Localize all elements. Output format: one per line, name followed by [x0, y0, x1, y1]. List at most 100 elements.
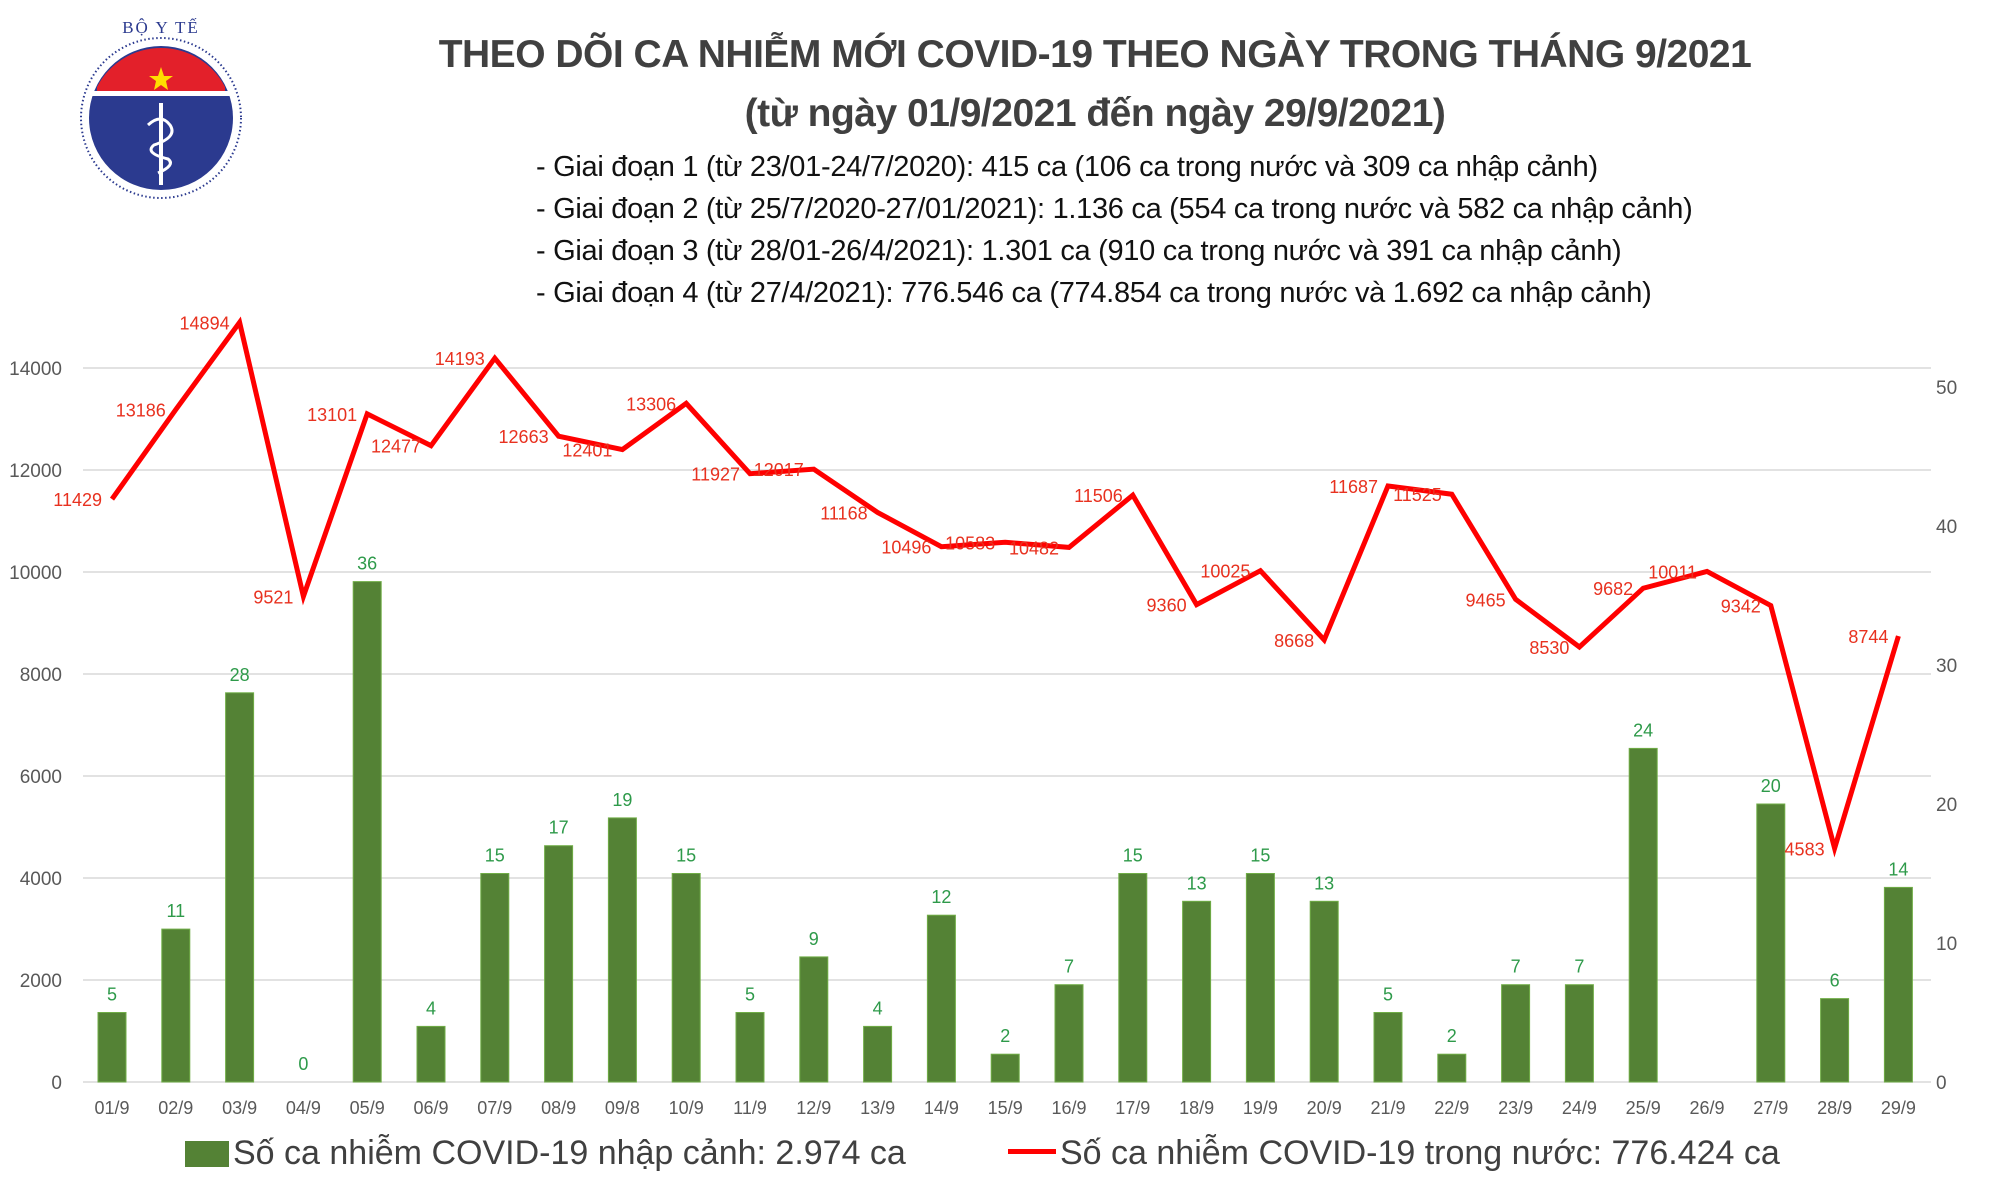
x-axis-tick: 28/9 [1817, 1098, 1852, 1118]
ministry-of-health-logo [80, 37, 242, 199]
x-axis-tick: 20/9 [1307, 1098, 1342, 1118]
x-axis-tick: 27/9 [1753, 1098, 1788, 1118]
line-data-label: 9521 [253, 587, 293, 607]
bar [1118, 873, 1148, 1083]
bar [735, 1012, 765, 1083]
right-axis-tick: 0 [1936, 1073, 1947, 1094]
bar [926, 914, 956, 1083]
line-data-label: 11687 [1329, 477, 1378, 497]
bar [1373, 1012, 1403, 1083]
line-data-label: 8530 [1529, 638, 1569, 658]
x-axis-tick: 03/9 [222, 1098, 257, 1118]
x-axis-tick: 02/9 [158, 1098, 193, 1118]
x-axis-tick: 10/9 [669, 1098, 704, 1118]
x-axis-tick: 26/9 [1689, 1098, 1724, 1118]
line-series [109, 316, 1901, 858]
x-axis-tick: 21/9 [1370, 1098, 1405, 1118]
line-data-label: 11429 [53, 490, 102, 510]
left-axis-tick: 8000 [20, 665, 62, 686]
line-data-label: 9342 [1721, 597, 1761, 617]
bar-data-label: 36 [357, 554, 377, 574]
phase-1-summary: - Giai đoạn 1 (từ 23/01-24/7/2020): 415 … [536, 151, 1598, 183]
line-data-label: 10011 [1648, 562, 1697, 582]
right-axis-tick: 50 [1936, 378, 1957, 399]
bar-data-label: 12 [931, 887, 951, 907]
bar-data-label: 5 [1383, 985, 1393, 1005]
x-axis-tick: 19/9 [1243, 1098, 1278, 1118]
legend-bar: Số ca nhiễm COVID-19 nhập cảnh: 2.974 ca [185, 1134, 906, 1173]
bar [161, 928, 191, 1083]
right-axis-tick: 30 [1936, 656, 1957, 677]
bar-data-label: 11 [166, 901, 185, 921]
phase-4-summary: - Giai đoạn 4 (từ 27/4/2021): 776.546 ca… [536, 277, 1652, 309]
line-data-label: 10496 [881, 538, 931, 558]
line-data-label: 13101 [307, 405, 357, 425]
bar-data-label: 19 [612, 790, 632, 810]
bar [799, 956, 829, 1083]
legend-line-swatch [1008, 1149, 1056, 1154]
bar [1756, 803, 1786, 1083]
x-axis-tick: 11/9 [733, 1098, 767, 1118]
bar [1182, 900, 1212, 1083]
left-axis-tick: 0 [51, 1073, 62, 1094]
bar [990, 1053, 1020, 1083]
phase-2-summary: - Giai đoạn 2 (từ 25/7/2020-27/01/2021):… [536, 193, 1693, 225]
logo-top-text: BỘ Y TẾ [122, 18, 200, 37]
x-axis-tick: 06/9 [413, 1098, 448, 1118]
bar-data-label: 4 [426, 998, 436, 1018]
bar-data-label: 2 [1447, 1026, 1457, 1046]
chart-title: THEO DÕI CA NHIỄM MỚI COVID-19 THEO NGÀY… [438, 33, 1752, 76]
bar-data-label: 5 [745, 985, 755, 1005]
line-data-label: 11506 [1074, 486, 1123, 506]
bar-data-label: 20 [1761, 776, 1781, 796]
bar-data-label: 7 [1574, 957, 1584, 977]
right-axis-tick: 20 [1936, 795, 1957, 816]
bar [1437, 1053, 1467, 1083]
x-axis-tick: 25/9 [1626, 1098, 1661, 1118]
bar-data-label: 14 [1888, 859, 1908, 879]
left-axis-tick: 4000 [20, 869, 62, 890]
x-axis-tick: 07/9 [477, 1098, 512, 1118]
x-axis-tick: 16/9 [1051, 1098, 1086, 1118]
bar-data-label: 6 [1830, 971, 1840, 991]
line-data-label: 8668 [1274, 631, 1314, 651]
x-axis-tick: 01/9 [94, 1098, 129, 1118]
bar [97, 1012, 127, 1083]
line-data-label: 14193 [435, 349, 485, 369]
bar [1628, 747, 1658, 1083]
phase-3-summary: - Giai đoạn 3 (từ 28/01-26/4/2021): 1.30… [536, 235, 1622, 267]
bar-data-label: 15 [485, 846, 505, 866]
x-axis-tick: 22/9 [1434, 1098, 1469, 1118]
chart-subtitle: (từ ngày 01/9/2021 đến ngày 29/9/2021) [744, 92, 1446, 135]
x-axis-tick: 24/9 [1562, 1098, 1597, 1118]
x-axis-tick: 23/9 [1498, 1098, 1533, 1118]
bar [671, 873, 701, 1083]
bar [225, 692, 255, 1083]
legend-line: Số ca nhiễm COVID-19 trong nước: 776.424… [1008, 1134, 1780, 1173]
bar [416, 1025, 446, 1083]
bar-data-label: 7 [1064, 957, 1074, 977]
bar [1309, 900, 1339, 1083]
left-axis-tick: 10000 [9, 563, 62, 584]
bar [1245, 873, 1275, 1083]
line-data-label: 12663 [499, 427, 549, 447]
line-data-label: 14894 [180, 313, 230, 333]
x-axis-tick: 04/9 [286, 1098, 321, 1118]
bar-data-label: 0 [298, 1054, 308, 1074]
line-data-label: 9465 [1466, 590, 1506, 610]
bar [1820, 998, 1850, 1083]
phase-summary: - Giai đoạn 1 (từ 23/01-24/7/2020): 415 … [536, 146, 1693, 314]
bar-data-label: 4 [873, 998, 883, 1018]
bar [352, 581, 382, 1083]
bar [1883, 886, 1913, 1083]
line-data-label: 10583 [945, 533, 995, 553]
bar [544, 845, 574, 1083]
legend-bar-swatch [185, 1141, 229, 1167]
x-axis-tick: 15/9 [988, 1098, 1023, 1118]
left-axis-tick: 2000 [20, 971, 62, 992]
line-data-label: 9360 [1147, 596, 1187, 616]
line-data-label: 4583 [1785, 839, 1825, 859]
bar-data-label: 13 [1187, 873, 1207, 893]
bar [1501, 984, 1531, 1083]
